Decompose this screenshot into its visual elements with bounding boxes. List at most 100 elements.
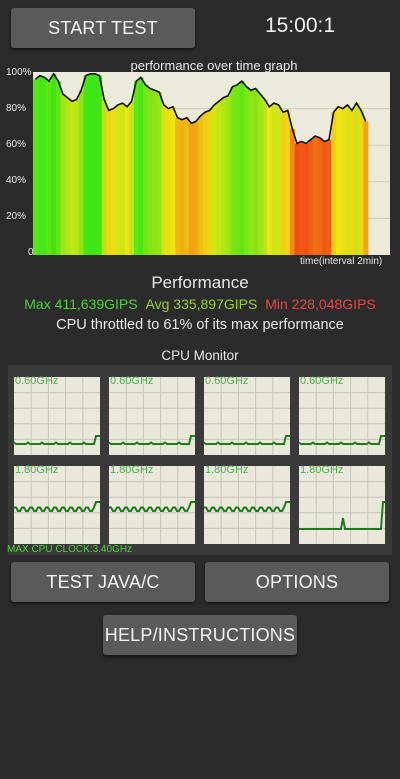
core-usage-line	[298, 435, 385, 445]
graph-bar	[83, 75, 89, 255]
avg-gips: Avg 335,897GIPS	[145, 296, 258, 312]
graph-bar	[285, 110, 291, 256]
core-graph-4: 1.80GHz	[14, 464, 100, 544]
graph-bar	[267, 106, 273, 255]
core-usage-line	[204, 501, 290, 512]
graph-bar	[175, 117, 181, 255]
graph-bar	[111, 108, 116, 255]
graph-bar	[88, 73, 94, 255]
graph-bar	[138, 77, 144, 256]
graph-bar	[152, 90, 158, 255]
graph-bar	[115, 104, 121, 255]
elapsed-timer: 15:00:1	[264, 14, 336, 37]
test-java-button[interactable]: TEST JAVA/C	[11, 562, 195, 602]
graph-bar	[161, 104, 167, 255]
core-graph-1: 0.60GHz	[108, 375, 195, 455]
y-tick-20: 20%	[6, 211, 27, 222]
options-button[interactable]: OPTIONS	[205, 562, 389, 602]
core-usage-line	[13, 435, 100, 445]
y-tick-100: 100%	[6, 67, 32, 78]
graph-bar	[363, 121, 369, 255]
cpu-monitor-title: CPU Monitor	[161, 348, 239, 363]
graph-bar	[335, 106, 341, 255]
graph-bar	[42, 77, 48, 256]
graph-bar	[124, 106, 130, 255]
graph-bar	[46, 81, 52, 256]
graph-bar	[133, 81, 139, 256]
graph-bar	[74, 99, 80, 255]
graph-bar	[211, 104, 217, 255]
core-usage-line	[203, 435, 290, 445]
graph-bar	[299, 141, 305, 255]
core-freq: 0.60GHz	[205, 375, 249, 387]
graph-bar	[358, 110, 364, 256]
graph-bar	[198, 115, 204, 255]
max-cpu-clock: MAX CPU CLOCK:3.40GHz	[7, 544, 133, 555]
graph-bar	[312, 136, 318, 255]
graph-bar	[92, 73, 98, 255]
graph-bar	[303, 143, 309, 255]
graph-bar	[230, 86, 236, 255]
start-test-button[interactable]: START TEST	[11, 8, 195, 48]
core-graph-6: 1.80GHz	[204, 464, 290, 544]
graph-bar	[51, 73, 57, 255]
graph-bar	[239, 81, 245, 256]
y-tick-60: 60%	[6, 139, 27, 150]
graph-bar	[65, 97, 71, 256]
graph-bar	[216, 101, 222, 255]
graph-bar	[271, 103, 277, 255]
y-tick-40: 40%	[6, 175, 27, 186]
y-tick-80: 80%	[6, 103, 27, 114]
core-graph-7: 1.80GHz	[299, 464, 385, 544]
performance-title: Performance	[151, 273, 249, 292]
core-freq: 0.60GHz	[15, 375, 59, 387]
min-gips: Min 228,048GIPS	[265, 296, 376, 312]
graph-bar	[55, 81, 61, 256]
help-instructions-button[interactable]: HELP/INSTRUCTIONS	[103, 615, 297, 655]
graph-bar	[37, 75, 43, 255]
x-axis-label: time(interval 2min)	[300, 256, 383, 267]
core-graph-3: 0.60GHz	[298, 375, 385, 455]
graph-bar	[276, 104, 282, 255]
graph-series-line	[34, 72, 367, 145]
graph-bar	[331, 112, 337, 255]
graph-bar	[166, 108, 172, 255]
throttle-text: CPU throttled to 61% of its max performa…	[56, 317, 344, 333]
graph-bar	[120, 103, 126, 255]
graph-bar	[234, 84, 240, 255]
graph-bar	[280, 112, 286, 255]
graph-bar	[97, 75, 103, 255]
graph-bar	[345, 104, 351, 255]
graph-bar	[308, 139, 314, 255]
graph-bar	[193, 121, 199, 255]
graph-bar	[202, 112, 208, 255]
graph-bar	[354, 103, 360, 255]
performance-graph	[33, 72, 390, 256]
graph-bar	[69, 101, 75, 255]
graph-bar	[207, 110, 213, 256]
graph-bar	[248, 90, 254, 255]
graph-bar	[147, 88, 153, 255]
graph-bar	[101, 99, 107, 255]
graph-bar	[289, 128, 295, 255]
core-usage-line	[108, 435, 195, 445]
graph-bar	[78, 90, 84, 255]
graph-bar	[143, 84, 149, 255]
cpu-monitor-panel: 0.60GHz 0.60GHz 0.60GHz 0.60GHz 1.80GHz …	[8, 365, 392, 555]
graph-bar	[170, 106, 176, 255]
graph-bar	[322, 141, 328, 255]
core-freq: 0.60GHz	[110, 375, 154, 387]
performance-graph-svg	[33, 72, 390, 256]
graph-bar	[189, 123, 195, 255]
performance-stats: Max 411,639GIPS Avg 335,897GIPS Min 228,…	[0, 296, 400, 312]
graph-bar	[262, 99, 268, 255]
core-usage-line	[299, 501, 385, 530]
graph-bar	[253, 88, 259, 255]
graph-bar	[294, 143, 300, 255]
graph-bar	[225, 95, 231, 255]
graph-bar	[156, 92, 162, 255]
graph-bar	[326, 139, 332, 255]
core-freq: 1.80GHz	[300, 464, 344, 476]
core-graph-0: 0.60GHz	[13, 375, 100, 455]
graph-title: performance over time graph	[130, 58, 298, 73]
